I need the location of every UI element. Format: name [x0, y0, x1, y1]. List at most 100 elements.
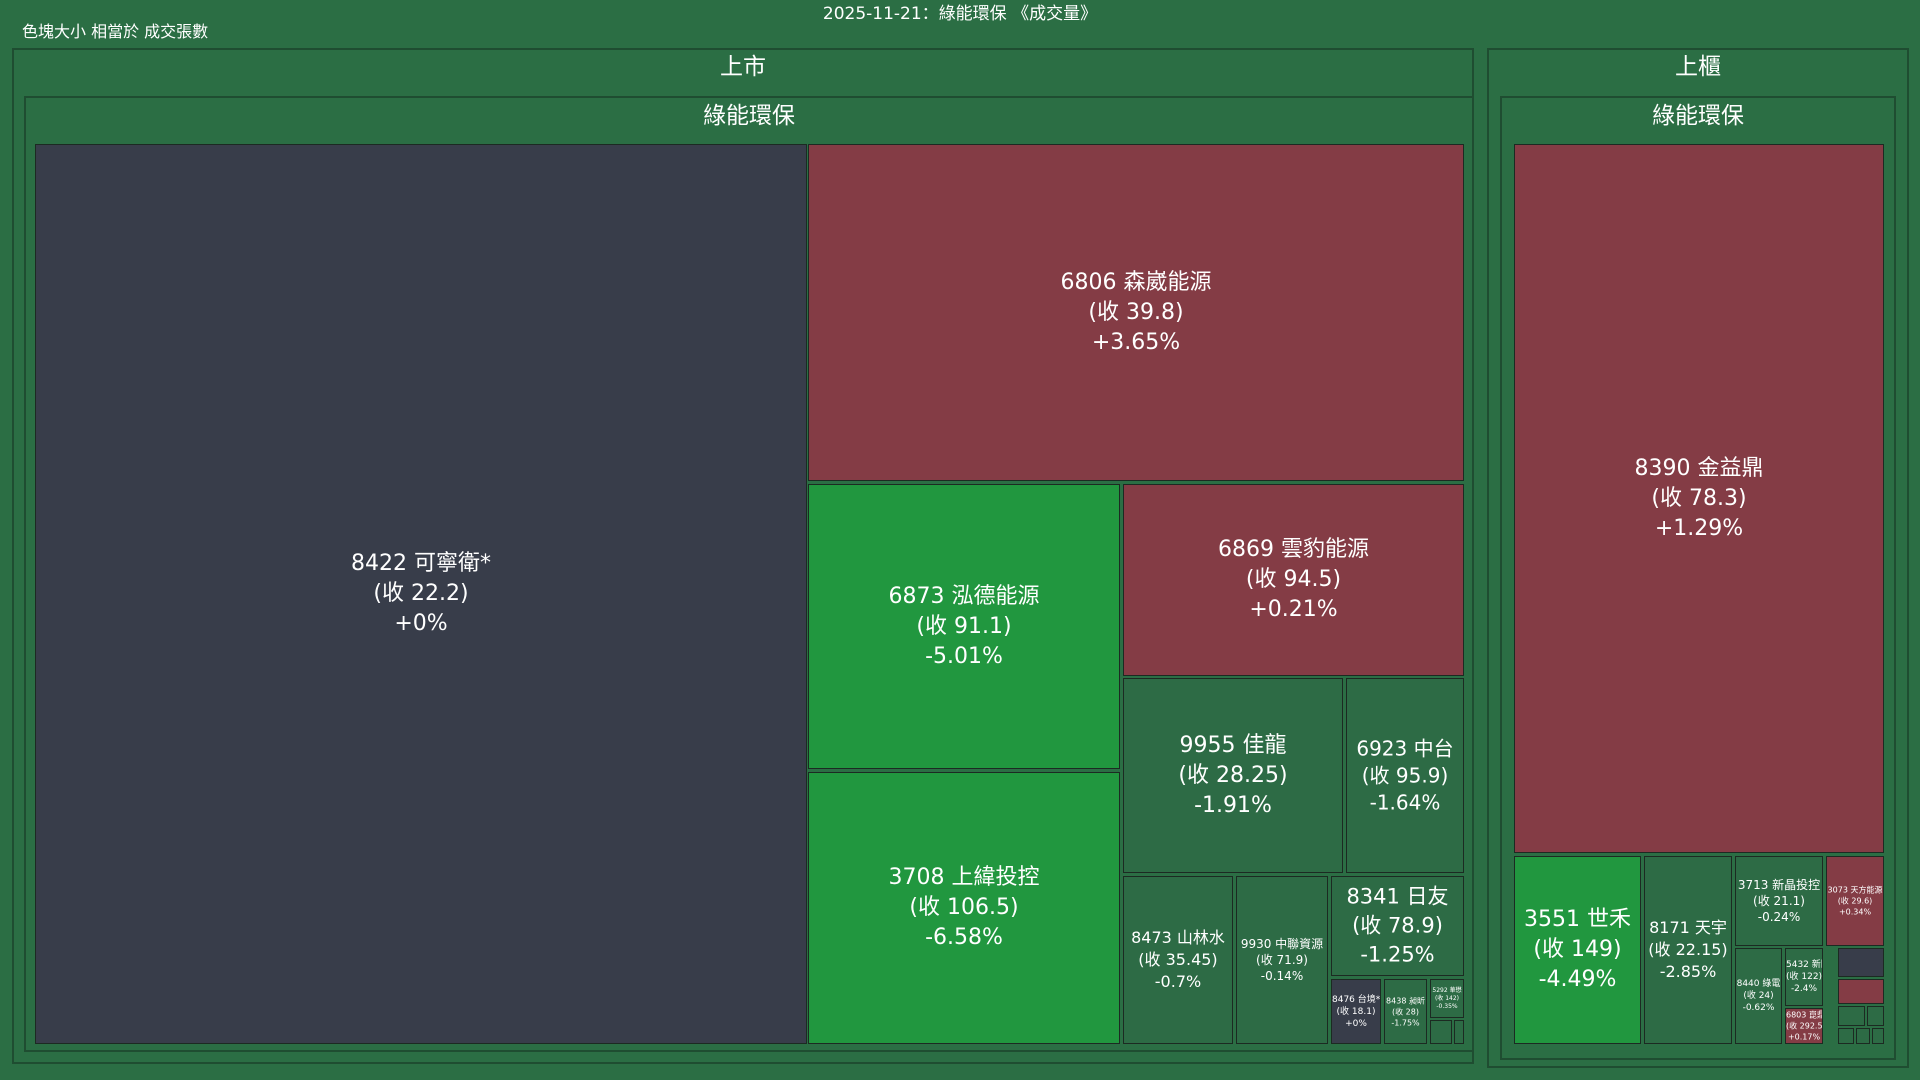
stock-label: 5292 華懋 (收 142) -0.35%	[1431, 987, 1463, 1011]
stock-tile-6873[interactable]: 6873 泓德能源 (收 91.1) -5.01%	[808, 484, 1120, 769]
stock-tile-small[interactable]	[1838, 1006, 1865, 1026]
stock-close: (收 78.3)	[1651, 485, 1747, 511]
stock-label: 8422 可寧衛* (收 22.2) +0%	[36, 549, 806, 639]
stock-label: 6923 中台 (收 95.9) -1.64%	[1347, 735, 1463, 816]
stock-tile-9955[interactable]: 9955 佳龍 (收 28.25) -1.91%	[1123, 678, 1343, 873]
stock-tile-small[interactable]	[1856, 1028, 1870, 1044]
stock-tile-8341[interactable]: 8341 日友 (收 78.9) -1.25%	[1331, 876, 1464, 976]
size-legend-note: 色塊大小 相當於 成交張數	[22, 22, 209, 41]
stock-close: (收 106.5)	[909, 895, 1019, 920]
stock-tile-small[interactable]	[1430, 1020, 1452, 1044]
stock-change: +0%	[1345, 1018, 1367, 1029]
stock-name: 8341 日友	[1346, 884, 1449, 909]
stock-close: (收 91.1)	[916, 613, 1012, 639]
stock-change: -0.14%	[1260, 969, 1304, 983]
stock-label: 3708 上緯投控 (收 106.5) -6.58%	[809, 863, 1119, 953]
stock-change: +0%	[394, 611, 448, 636]
stock-tile-8473[interactable]: 8473 山林水 (收 35.45) -0.7%	[1123, 876, 1233, 1044]
stock-change: -1.25%	[1360, 942, 1435, 967]
stock-label: 8438 昶昕 (收 28) -1.75%	[1385, 995, 1426, 1028]
sector-label: 綠能環保	[703, 103, 795, 129]
stock-change: +3.65%	[1091, 329, 1181, 355]
stock-name: 8171 天宇	[1649, 918, 1727, 937]
stock-name: 6923 中台	[1356, 736, 1454, 760]
stock-label: 6873 泓德能源 (收 91.1) -5.01%	[809, 582, 1119, 672]
market-label: 上市	[720, 54, 766, 80]
stock-tile-8390[interactable]: 8390 金益鼎 (收 78.3) +1.29%	[1514, 144, 1884, 853]
stock-name: 3073 天方能源	[1827, 885, 1883, 895]
stock-label: 5432 新門 (收 122) -2.4%	[1786, 959, 1822, 995]
stock-tile-6923[interactable]: 6923 中台 (收 95.9) -1.64%	[1346, 678, 1464, 873]
stock-close: (收 28.25)	[1178, 762, 1288, 788]
stock-change: -1.91%	[1194, 792, 1272, 818]
stock-label: 8390 金益鼎 (收 78.3) +1.29%	[1515, 454, 1883, 544]
stock-tile-6803[interactable]: 6803 崑鼎 (收 292.5) +0.17%	[1785, 1008, 1823, 1044]
stock-tile-8476[interactable]: 8476 台境* (收 18.1) +0%	[1331, 979, 1381, 1044]
stock-label: 9955 佳龍 (收 28.25) -1.91%	[1124, 731, 1342, 821]
stock-name: 8422 可寧衛*	[351, 551, 491, 576]
stock-name: 3708 上緯投控	[888, 865, 1040, 890]
stock-change: -2.85%	[1659, 962, 1717, 981]
stock-tile-3713[interactable]: 3713 新晶投控 (收 21.1) -0.24%	[1735, 856, 1823, 946]
stock-close: (收 149)	[1533, 937, 1622, 962]
stock-change: +1.29%	[1654, 515, 1744, 541]
stock-tile-8438[interactable]: 8438 昶昕 (收 28) -1.75%	[1384, 979, 1427, 1044]
stock-label: 8171 天宇 (收 22.15) -2.85%	[1645, 917, 1731, 983]
stock-change: -0.35%	[1436, 1002, 1458, 1010]
stock-tile-8422[interactable]: 8422 可寧衛* (收 22.2) +0%	[35, 144, 807, 1044]
stock-label: 3551 世禾 (收 149) -4.49%	[1515, 905, 1640, 995]
stock-tile-9930[interactable]: 9930 中聯資源 (收 71.9) -0.14%	[1236, 876, 1328, 1044]
stock-tile-5432[interactable]: 5432 新門 (收 122) -2.4%	[1785, 948, 1823, 1006]
stock-label: 8473 山林水 (收 35.45) -0.7%	[1124, 927, 1232, 993]
stock-close: (收 95.9)	[1361, 763, 1449, 787]
stock-tile-small[interactable]	[1872, 1028, 1884, 1044]
stock-tile-small[interactable]	[1867, 1006, 1884, 1026]
stock-change: -2.4%	[1790, 984, 1818, 994]
stock-name: 6869 雲豹能源	[1218, 537, 1369, 562]
stock-close: (收 39.8)	[1088, 299, 1184, 325]
stock-tile-small[interactable]	[1838, 948, 1884, 977]
stock-change: +0.34%	[1838, 907, 1872, 917]
stock-change: -1.64%	[1369, 790, 1441, 814]
stock-tile-3073[interactable]: 3073 天方能源 (收 29.6) +0.34%	[1826, 856, 1884, 946]
stock-name: 6873 泓德能源	[888, 583, 1040, 609]
stock-tile-small[interactable]	[1838, 979, 1884, 1004]
stock-close: (收 22.15)	[1648, 940, 1728, 959]
stock-close: (收 24)	[1743, 991, 1774, 1001]
stock-tile-5292[interactable]: 5292 華懋 (收 142) -0.35%	[1430, 979, 1464, 1018]
stock-tile-6869[interactable]: 6869 雲豹能源 (收 94.5) +0.21%	[1123, 484, 1464, 676]
sector-label: 綠能環保	[1652, 103, 1744, 129]
stock-label: 6806 森崴能源 (收 39.8) +3.65%	[809, 268, 1463, 358]
stock-name: 6806 森崴能源	[1060, 269, 1212, 295]
stock-name: 3713 新晶投控	[1737, 878, 1821, 892]
stock-name: 8390 金益鼎	[1634, 455, 1764, 481]
stock-label: 8476 台境* (收 18.1) +0%	[1332, 994, 1380, 1030]
stock-close: (收 18.1)	[1336, 1006, 1376, 1017]
stock-change: -1.75%	[1391, 1018, 1420, 1027]
stock-close: (收 21.1)	[1753, 894, 1805, 908]
stock-close: (收 28)	[1392, 1007, 1419, 1016]
stock-name: 9930 中聯資源	[1240, 937, 1324, 951]
stock-name: 6803 崑鼎	[1786, 1010, 1823, 1020]
stock-label: 9930 中聯資源 (收 71.9) -0.14%	[1237, 936, 1327, 984]
stock-close: (收 292.5)	[1786, 1021, 1823, 1031]
stock-tile-3708[interactable]: 3708 上緯投控 (收 106.5) -6.58%	[808, 772, 1120, 1044]
stock-label: 3073 天方能源 (收 29.6) +0.34%	[1827, 885, 1883, 918]
stock-tile-3551[interactable]: 3551 世禾 (收 149) -4.49%	[1514, 856, 1641, 1044]
stock-change: -5.01%	[925, 643, 1003, 669]
stock-name: 3551 世禾	[1524, 907, 1631, 932]
stock-tile-8440[interactable]: 8440 綠電 (收 24) -0.62%	[1735, 948, 1782, 1044]
stock-close: (收 29.6)	[1837, 896, 1873, 906]
stock-tile-small[interactable]	[1454, 1020, 1464, 1044]
stock-name: 8438 昶昕	[1386, 996, 1425, 1005]
stock-tile-small[interactable]	[1838, 1028, 1854, 1044]
stock-name: 5432 新門	[1786, 960, 1822, 970]
stock-tile-6806[interactable]: 6806 森崴能源 (收 39.8) +3.65%	[808, 144, 1464, 481]
stock-close: (收 94.5)	[1245, 567, 1342, 592]
stock-close: (收 142)	[1434, 994, 1460, 1002]
stock-change: -6.58%	[925, 925, 1003, 950]
stock-change: -0.24%	[1757, 910, 1801, 924]
stock-tile-8171[interactable]: 8171 天宇 (收 22.15) -2.85%	[1644, 856, 1732, 1044]
stock-change: -4.49%	[1538, 967, 1617, 992]
